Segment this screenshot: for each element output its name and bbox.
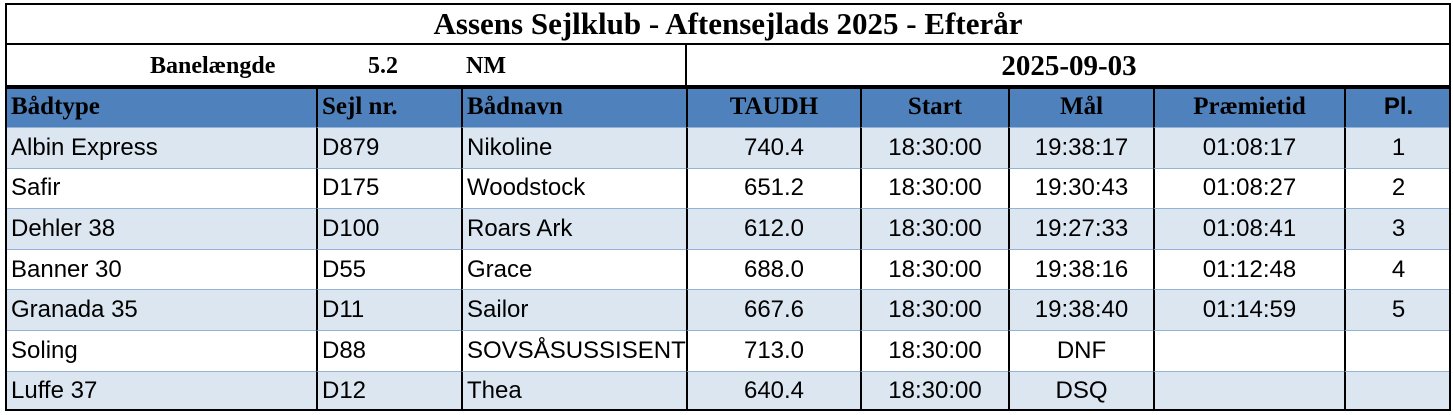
column-header: TAUDH [686, 87, 860, 127]
table-cell: 18:30:00 [860, 330, 1008, 371]
table-cell: Luffe 37 [5, 370, 316, 412]
table-cell [1344, 370, 1451, 412]
table-cell: 19:38:16 [1008, 248, 1153, 290]
table-cell: 19:27:33 [1008, 208, 1153, 249]
table-cell: Nikoline [461, 127, 686, 168]
table-cell [1153, 330, 1344, 371]
table-cell: D88 [316, 330, 461, 371]
table-cell: 3 [1344, 208, 1451, 249]
table-cell: 688.0 [686, 248, 860, 290]
table-cell: D55 [316, 248, 461, 290]
info-row [5, 43, 1451, 87]
date-divider [685, 43, 687, 87]
table-cell: D175 [316, 167, 461, 209]
table-cell: 667.6 [686, 289, 860, 330]
table-cell: Soling [5, 330, 316, 371]
table-cell: 01:12:48 [1153, 248, 1344, 290]
table-cell: 612.0 [686, 208, 860, 249]
table-cell: D879 [316, 127, 461, 168]
table-cell: 1 [1344, 127, 1451, 168]
table-cell: D11 [316, 289, 461, 330]
table-cell: Granada 35 [5, 289, 316, 330]
table-cell: 01:14:59 [1153, 289, 1344, 330]
table-cell: 01:08:41 [1153, 208, 1344, 249]
table-cell: 5 [1344, 289, 1451, 330]
table-cell: 19:30:43 [1008, 167, 1153, 209]
table-cell [1344, 330, 1451, 371]
table-cell: 01:08:17 [1153, 127, 1344, 168]
column-header: Præmietid [1153, 87, 1344, 127]
table-cell: 713.0 [686, 330, 860, 371]
table-cell: Banner 30 [5, 248, 316, 290]
table-cell: 4 [1344, 248, 1451, 290]
column-header: Start [860, 87, 1008, 127]
table-cell: 2 [1344, 167, 1451, 209]
table-cell: Roars Ark [461, 208, 686, 249]
table-cell: 18:30:00 [860, 208, 1008, 249]
table-cell: Thea [461, 370, 686, 412]
race-date: 2025-09-03 [1001, 49, 1137, 82]
table-cell: Sailor [461, 289, 686, 330]
table-cell: 651.2 [686, 167, 860, 209]
column-header: Bådtype [5, 87, 316, 127]
column-header: Bådnavn [461, 87, 686, 127]
table-cell [1153, 370, 1344, 412]
course-length: 5.2 [368, 52, 398, 79]
table-cell: Safir [5, 167, 316, 209]
column-header: Sejl nr. [316, 87, 461, 127]
table-cell: D100 [316, 208, 461, 249]
title: Assens Sejlklub - Aftensejlads 2025 - Ef… [5, 3, 1451, 43]
table-cell: Dehler 38 [5, 208, 316, 249]
table-cell: DNF [1008, 330, 1153, 371]
table-cell: Grace [461, 248, 686, 290]
table-cell: 18:30:00 [860, 167, 1008, 209]
table-cell: 640.4 [686, 370, 860, 412]
table-cell: 18:30:00 [860, 370, 1008, 412]
course-label: Banelængde [150, 52, 276, 79]
table-cell: 19:38:40 [1008, 289, 1153, 330]
table-cell: 740.4 [686, 127, 860, 168]
course-unit: NM [466, 52, 506, 79]
table-cell: DSQ [1008, 370, 1153, 412]
table-cell: SOVSÅSUSSISENT [461, 330, 686, 371]
table-cell: D12 [316, 370, 461, 412]
table-cell: 18:30:00 [860, 289, 1008, 330]
column-header: Pl. [1344, 87, 1451, 127]
table-cell: 19:38:17 [1008, 127, 1153, 168]
table-cell: 18:30:00 [860, 248, 1008, 290]
column-header: Mål [1008, 87, 1153, 127]
table-cell: 01:08:27 [1153, 167, 1344, 209]
table-cell: Albin Express [5, 127, 316, 168]
table-cell: Woodstock [461, 167, 686, 209]
table-cell: 18:30:00 [860, 127, 1008, 168]
